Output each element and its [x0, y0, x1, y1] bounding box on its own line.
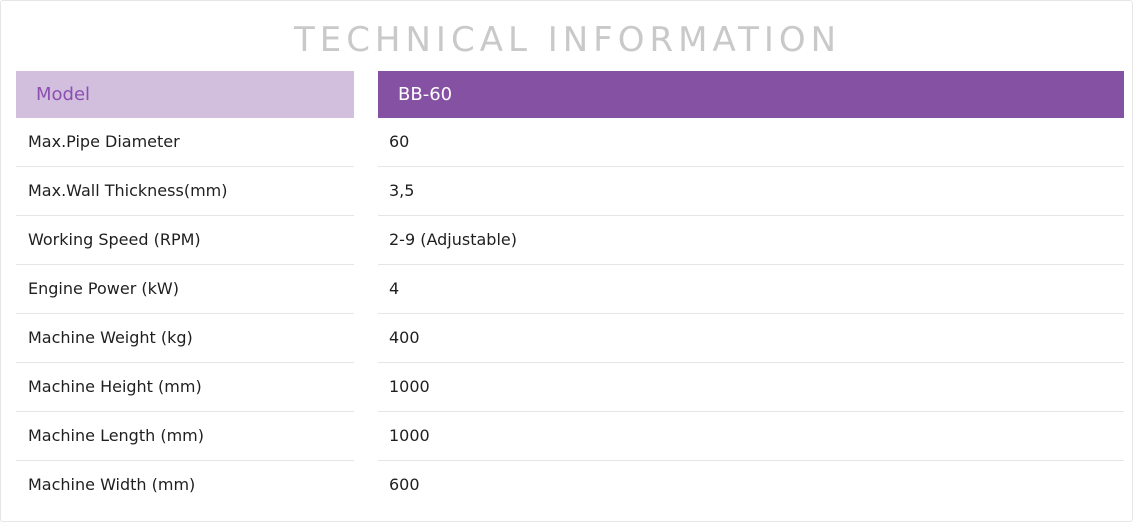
spec-value: 1000 — [378, 363, 1124, 412]
spec-label: Machine Width (mm) — [28, 475, 196, 494]
spec-value: 600 — [389, 475, 420, 494]
spec-values-column: BB-60 60 3,5 2-9 (Adjustable) 4 400 1000… — [378, 71, 1124, 510]
spec-label: Working Speed (RPM) — [16, 216, 354, 265]
spec-value: 1000 — [378, 412, 1124, 461]
spec-labels-column: Model Max.Pipe Diameter Max.Wall Thickne… — [16, 71, 354, 510]
spec-label: Machine Height (mm) — [16, 363, 354, 412]
model-header-value: BB-60 — [378, 71, 1124, 118]
spec-value: 400 — [378, 314, 1124, 363]
spec-value: 4 — [378, 265, 1124, 314]
section-title: TECHNICAL INFORMATION — [293, 20, 842, 60]
spec-value: 2-9 (Adjustable) — [378, 216, 1124, 265]
spec-label: Engine Power (kW) — [16, 265, 354, 314]
spec-value: 60 — [378, 118, 1124, 167]
spec-label: Machine Weight (kg) — [16, 314, 354, 363]
spec-label: Machine Length (mm) — [16, 412, 354, 461]
spec-label: Max.Pipe Diameter — [16, 118, 354, 167]
model-header-label: Model — [16, 71, 354, 118]
spec-label: Max.Wall Thickness(mm) — [16, 167, 354, 216]
spec-value: 3,5 — [378, 167, 1124, 216]
